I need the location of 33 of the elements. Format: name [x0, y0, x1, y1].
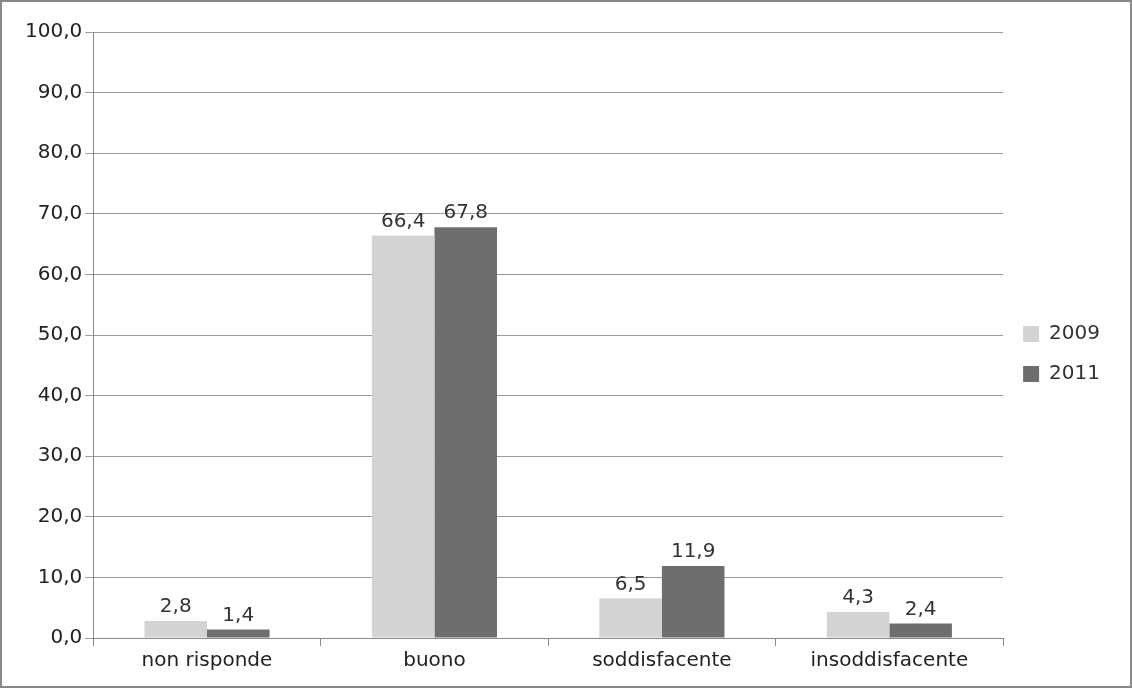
bar: [144, 621, 207, 638]
data-label: 2,4: [904, 595, 937, 620]
data-label: 11,9: [670, 538, 716, 563]
legend-label: 2009: [1049, 320, 1101, 345]
data-label: 4,3: [842, 584, 874, 609]
data-label: 6,5: [614, 570, 647, 595]
x-tick-label: non risponde: [141, 647, 273, 672]
y-tick-label: 20,0: [37, 503, 83, 527]
data-label: 67,8: [443, 199, 488, 224]
bar: [826, 611, 890, 638]
bar: [661, 565, 725, 638]
y-tick-label: 10,0: [37, 563, 83, 588]
y-tick-label: 90,0: [37, 78, 83, 103]
data-label: 1,4: [222, 601, 255, 626]
bar: [599, 598, 662, 638]
bar: [206, 629, 270, 638]
y-tick-label: 0,0: [50, 624, 83, 649]
y-tick-label: 70,0: [37, 200, 83, 224]
y-tick-label: 60,0: [37, 260, 83, 285]
legend-label: 2011: [1049, 360, 1101, 385]
x-tick-label: buono: [403, 647, 466, 672]
data-label: 2,8: [159, 593, 192, 618]
y-tick-label: 80,0: [37, 139, 83, 164]
bar: [434, 227, 497, 638]
x-tick-label: soddisfacente: [592, 647, 732, 672]
y-tick-label: 40,0: [37, 381, 83, 406]
bar: [889, 623, 952, 638]
y-tick-label: 30,0: [37, 442, 83, 467]
y-tick-label: 50,0: [37, 321, 83, 346]
y-tick-label: 100,0: [24, 18, 83, 43]
data-label: 66,4: [380, 207, 426, 232]
x-tick-label: insoddisfacente: [810, 647, 969, 672]
bar: [371, 235, 435, 638]
